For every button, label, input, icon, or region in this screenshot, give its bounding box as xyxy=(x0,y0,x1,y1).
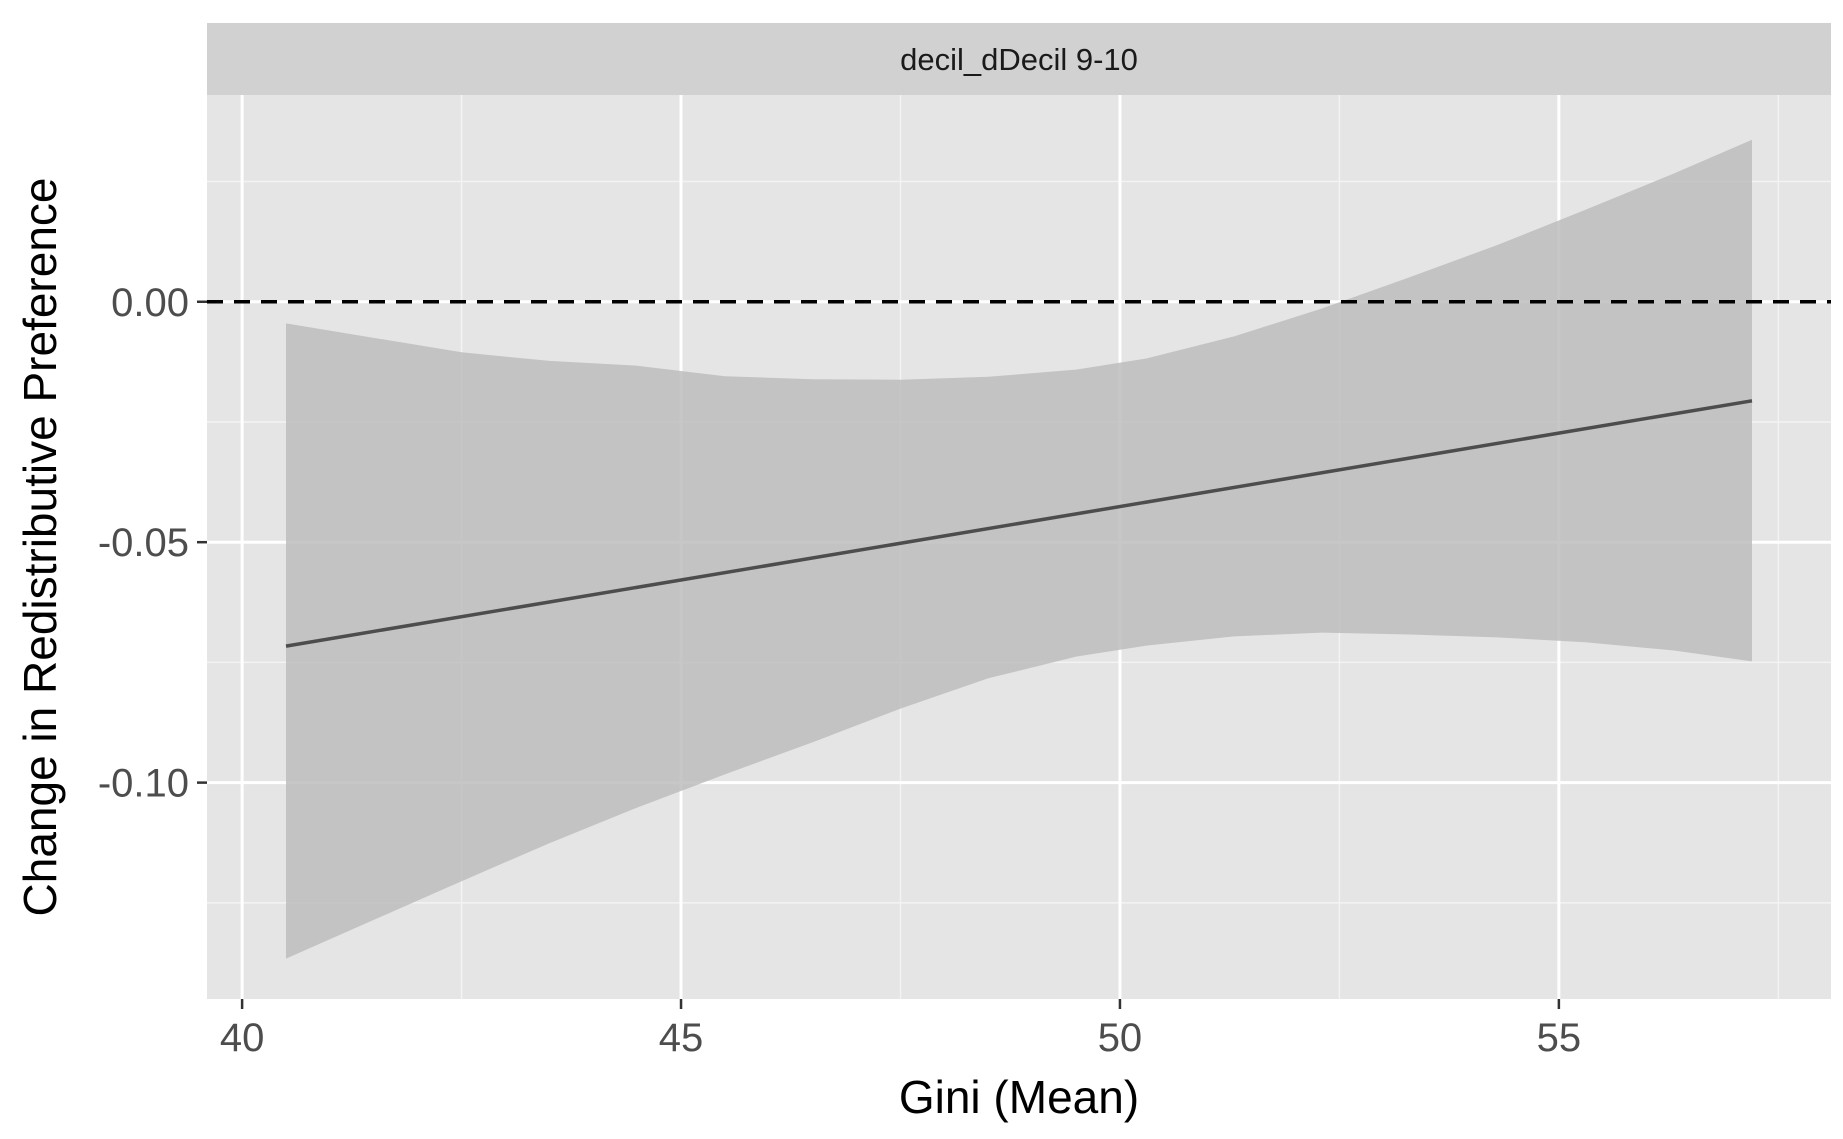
x-tick-label: 50 xyxy=(1098,1016,1143,1060)
y-tick-label: -0.10 xyxy=(98,762,189,806)
fit-line xyxy=(285,399,1753,648)
x-tick-label: 40 xyxy=(220,1016,265,1060)
x-tick-label: 45 xyxy=(659,1016,704,1060)
confidence-ribbon xyxy=(286,139,1752,959)
x-axis: 40 45 50 55 xyxy=(220,999,1581,1060)
y-tick-label: 0.00 xyxy=(111,281,189,325)
x-tick-label: 55 xyxy=(1537,1016,1582,1060)
y-axis-title: Change in Redistributive Preference xyxy=(14,178,66,917)
y-tick-label: -0.05 xyxy=(98,521,189,565)
x-axis-title: Gini (Mean) xyxy=(899,1071,1139,1123)
facet-strip xyxy=(207,23,1831,95)
facet-strip-label: decil_dDecil 9-10 xyxy=(900,42,1138,77)
y-axis: 0.00 -0.05 -0.10 xyxy=(98,281,207,806)
series-layer xyxy=(285,399,1753,648)
